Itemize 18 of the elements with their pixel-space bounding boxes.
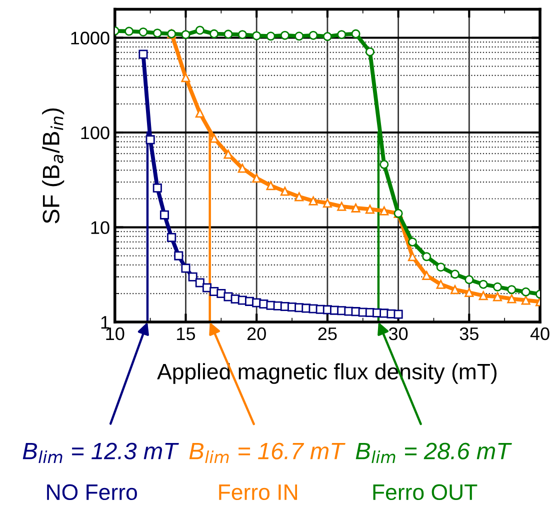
x-tick-label: 40 [530, 327, 550, 340]
text: NO Ferro [47, 484, 137, 500]
y-tick-label: 1000 [71, 32, 110, 44]
x-tick-label: 25 [318, 327, 337, 340]
text: Ferro OUT [373, 484, 478, 500]
x-tick-label: 30 [388, 327, 408, 340]
y-tick-label: 100 [81, 126, 110, 140]
annotation: B$_{lim}$ = 16.7 mT [189, 442, 346, 464]
text: Ferro IN [219, 484, 298, 500]
x-tick-label: 20 [247, 327, 266, 340]
y-axis-title: SF (B$_{a}$/B$_{in}$) [42, 108, 64, 224]
y-tick-label: 10 [91, 221, 110, 234]
x-tick-label: 10 [106, 327, 124, 340]
annotation: B$_{lim}$ = 28.6 mT [356, 442, 512, 464]
annotation: B$_{lim}$ = 12.3 mT [22, 442, 179, 464]
x-tick-label: 15 [177, 328, 196, 340]
x-tick-label: 35 [460, 327, 478, 340]
y-tick-label: 1 [101, 316, 110, 329]
